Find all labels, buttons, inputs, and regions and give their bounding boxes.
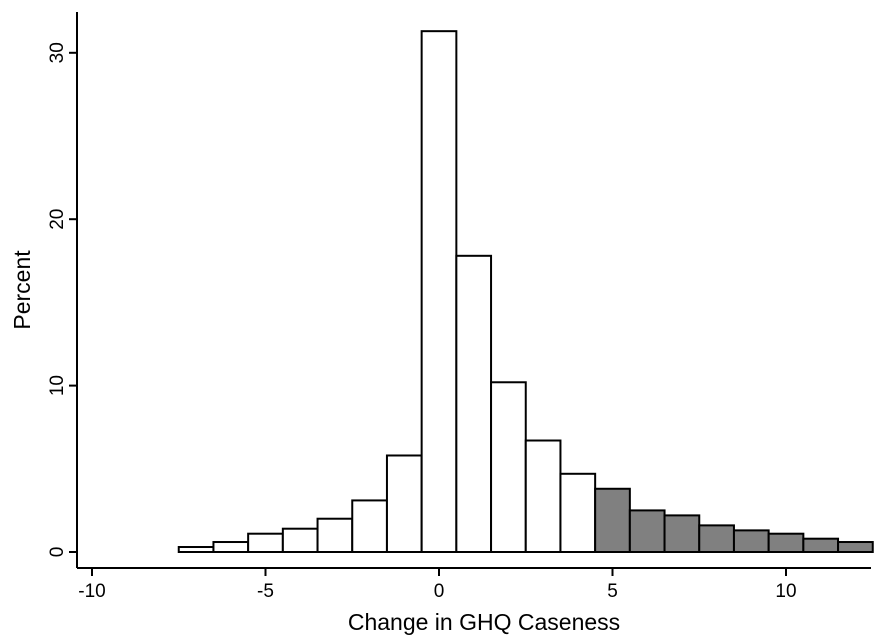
bar-bin--4 — [281, 527, 319, 554]
x-tick-label--5: -5 — [257, 581, 274, 602]
x-tick-label-10: 10 — [775, 581, 796, 602]
bar-shaded-bin-6 — [628, 509, 666, 553]
bars-layer — [177, 30, 874, 554]
bar-shaded-bin-7 — [663, 514, 701, 554]
bar-bin--5 — [247, 532, 284, 554]
ticks-layer: -10 -5 0 5 10 0 10 20 30 — [47, 42, 797, 602]
y-axis-title: Percent — [9, 250, 35, 330]
bar-shaded-bin-12 — [837, 541, 874, 554]
bar-bin--7 — [177, 546, 215, 554]
bar-bin--2 — [351, 499, 388, 554]
bar-bin-3 — [524, 439, 562, 554]
bar-bin-1 — [455, 254, 493, 553]
bar-bin--3 — [316, 517, 354, 553]
bar-bin-4 — [559, 472, 597, 554]
y-tick-label-0: 0 — [47, 547, 68, 558]
y-tick-label-30: 30 — [47, 42, 68, 63]
x-tick-label--10: -10 — [78, 581, 105, 602]
x-axis-title: Change in GHQ Caseness — [348, 609, 620, 635]
bar-bin-0 — [420, 30, 458, 554]
bar-shaded-bin-10 — [767, 532, 805, 554]
bar-shaded-bin-9 — [732, 529, 770, 553]
y-tick-label-20: 20 — [47, 209, 68, 230]
y-tick-label-10: 10 — [47, 375, 68, 396]
x-tick-label-5: 5 — [607, 581, 618, 602]
bar-shaded-bin-8 — [698, 524, 735, 554]
bar-shaded-bin-11 — [802, 537, 840, 554]
bar-bin--6 — [212, 541, 250, 554]
x-tick-label-0: 0 — [434, 581, 445, 602]
bar-bin--1 — [385, 454, 423, 553]
bar-shaded-bin-5 — [594, 487, 631, 553]
axes-layer — [76, 12, 871, 569]
bar-bin-2 — [490, 381, 527, 553]
